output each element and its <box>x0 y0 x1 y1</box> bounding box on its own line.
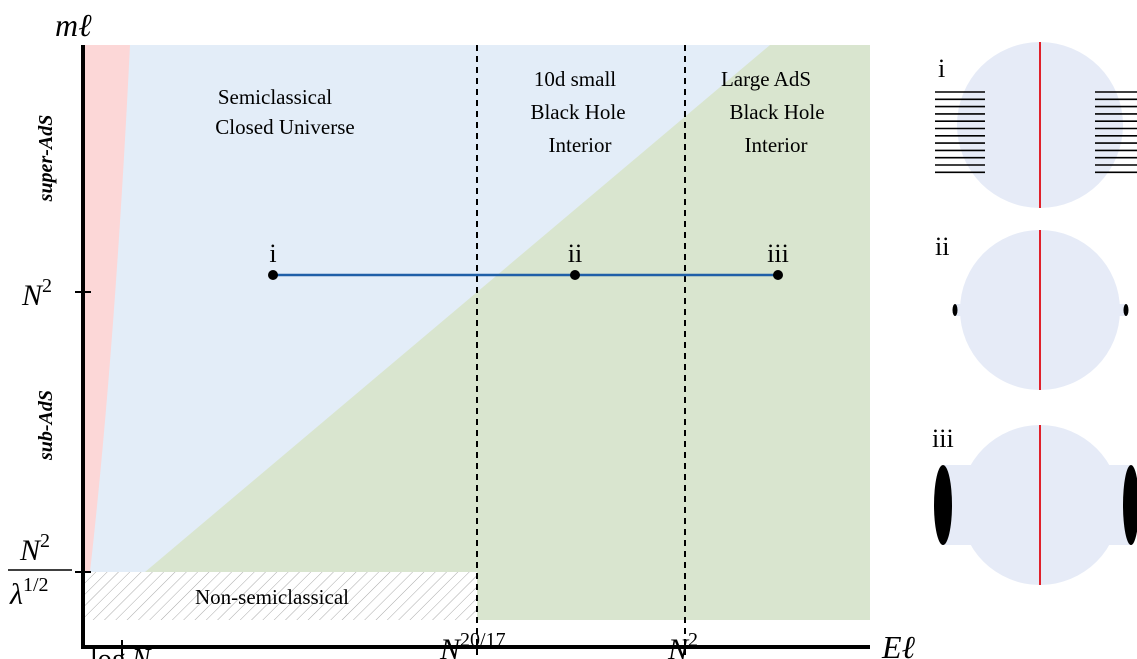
base: N <box>439 633 462 659</box>
point-label: i <box>269 239 276 268</box>
y-tick-num: N2 <box>19 530 50 567</box>
y-tick-den: λ1/2 <box>9 574 49 611</box>
region-label: Black Hole <box>729 100 824 124</box>
throat <box>975 92 995 172</box>
region-label: Closed Universe <box>215 115 354 139</box>
figure: mℓ Eℓ N2 N2 λ1/2 logN N20/17 N2 super-Ad… <box>0 0 1137 659</box>
y-label: mℓ <box>55 7 92 43</box>
mouth <box>953 304 958 316</box>
inset: i <box>935 42 1137 208</box>
base: N <box>19 534 42 567</box>
mouth <box>934 465 952 545</box>
base: λ <box>9 578 23 611</box>
sup: 2 <box>42 275 52 297</box>
inset-label: i <box>938 54 945 83</box>
base: N <box>21 279 44 312</box>
x-tick-label: N20/17 <box>439 629 506 659</box>
region-label: Large AdS <box>721 67 811 91</box>
x-label: Eℓ <box>881 629 916 659</box>
point-label: ii <box>568 239 582 268</box>
x-tick-label: log N <box>90 644 152 659</box>
throat <box>1085 92 1105 172</box>
point <box>268 270 278 280</box>
inset-label: ii <box>935 232 949 261</box>
region-label: Interior <box>745 133 808 157</box>
mouth <box>1124 304 1129 316</box>
region-label: Semiclassical <box>218 85 332 109</box>
region-label: 10d small <box>534 67 616 91</box>
region-label: Non-semiclassical <box>195 585 349 609</box>
region-label: Black Hole <box>530 100 625 124</box>
sup: 2 <box>688 629 698 651</box>
sup: 1/2 <box>23 574 49 596</box>
side-label: super-AdS <box>35 115 57 203</box>
region-label: Interior <box>549 133 612 157</box>
y-tick-label: N2 <box>21 275 52 312</box>
point <box>773 270 783 280</box>
inset: ii <box>935 230 1129 390</box>
func: log <box>90 644 126 659</box>
sup: 2 <box>40 530 50 552</box>
side-label: sub-AdS <box>35 390 57 461</box>
point <box>570 270 580 280</box>
x-tick-label: N2 <box>667 629 698 659</box>
inset-label: iii <box>932 424 954 453</box>
point-label: iii <box>767 239 789 268</box>
var: N <box>131 644 152 659</box>
sup: 20/17 <box>460 629 506 651</box>
base: N <box>667 633 690 659</box>
inset: iii <box>932 424 1137 585</box>
